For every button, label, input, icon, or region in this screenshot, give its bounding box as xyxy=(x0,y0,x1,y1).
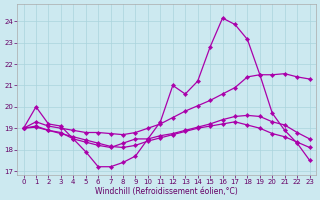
X-axis label: Windchill (Refroidissement éolien,°C): Windchill (Refroidissement éolien,°C) xyxy=(95,187,238,196)
